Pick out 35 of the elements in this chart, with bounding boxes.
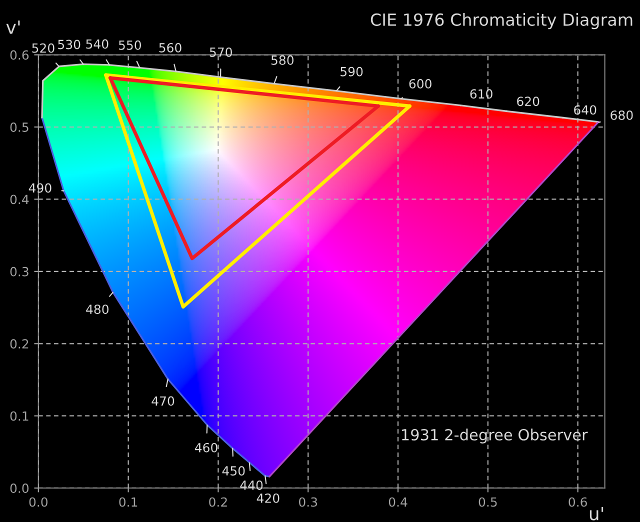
- x-tick-label: 0.1: [119, 497, 138, 507]
- annotation: 610: [470, 89, 492, 99]
- x-tick-label: 0.6: [568, 497, 587, 507]
- x-tick-label: 0.4: [388, 497, 408, 507]
- annotation: 420: [256, 493, 280, 503]
- x-tick-label: 0.5: [478, 497, 497, 507]
- annotation: 560: [159, 42, 182, 52]
- y-axis-title: v': [6, 20, 20, 34]
- annotation: 600: [409, 79, 432, 88]
- annotation: 470: [152, 396, 174, 406]
- annotation: 540: [86, 39, 108, 49]
- annotation: 640: [574, 105, 596, 115]
- y-tick-label: 0.5: [10, 122, 28, 132]
- y-tick-label: 0.3: [10, 266, 28, 276]
- annotation: 680: [610, 110, 633, 120]
- annotation: 530: [58, 40, 80, 50]
- y-tick-label: 0.6: [10, 50, 29, 60]
- annotation: 550: [118, 40, 142, 50]
- x-tick-label: 0.0: [29, 497, 48, 507]
- y-tick-label: 0.1: [10, 411, 28, 421]
- chart-title: CIE 1976 Chromaticity Diagram: [370, 13, 632, 30]
- x-tick-label: 0.3: [299, 497, 318, 507]
- annotation: 460: [194, 442, 218, 452]
- annotation: 590: [340, 66, 363, 76]
- y-tick-label: 0.4: [10, 194, 29, 204]
- annotation: 480: [86, 304, 109, 314]
- annotation: 520: [32, 43, 54, 53]
- y-tick-label: 0.2: [10, 339, 28, 349]
- x-axis-title: u': [590, 506, 604, 520]
- y-tick-label: 0.0: [10, 484, 29, 493]
- annotation: 450: [222, 466, 245, 476]
- annotation: 620: [517, 96, 540, 106]
- x-tick-label: 0.2: [209, 497, 227, 507]
- annotation: 580: [271, 55, 294, 65]
- annotation: 1931 2-degree Observer: [402, 428, 588, 444]
